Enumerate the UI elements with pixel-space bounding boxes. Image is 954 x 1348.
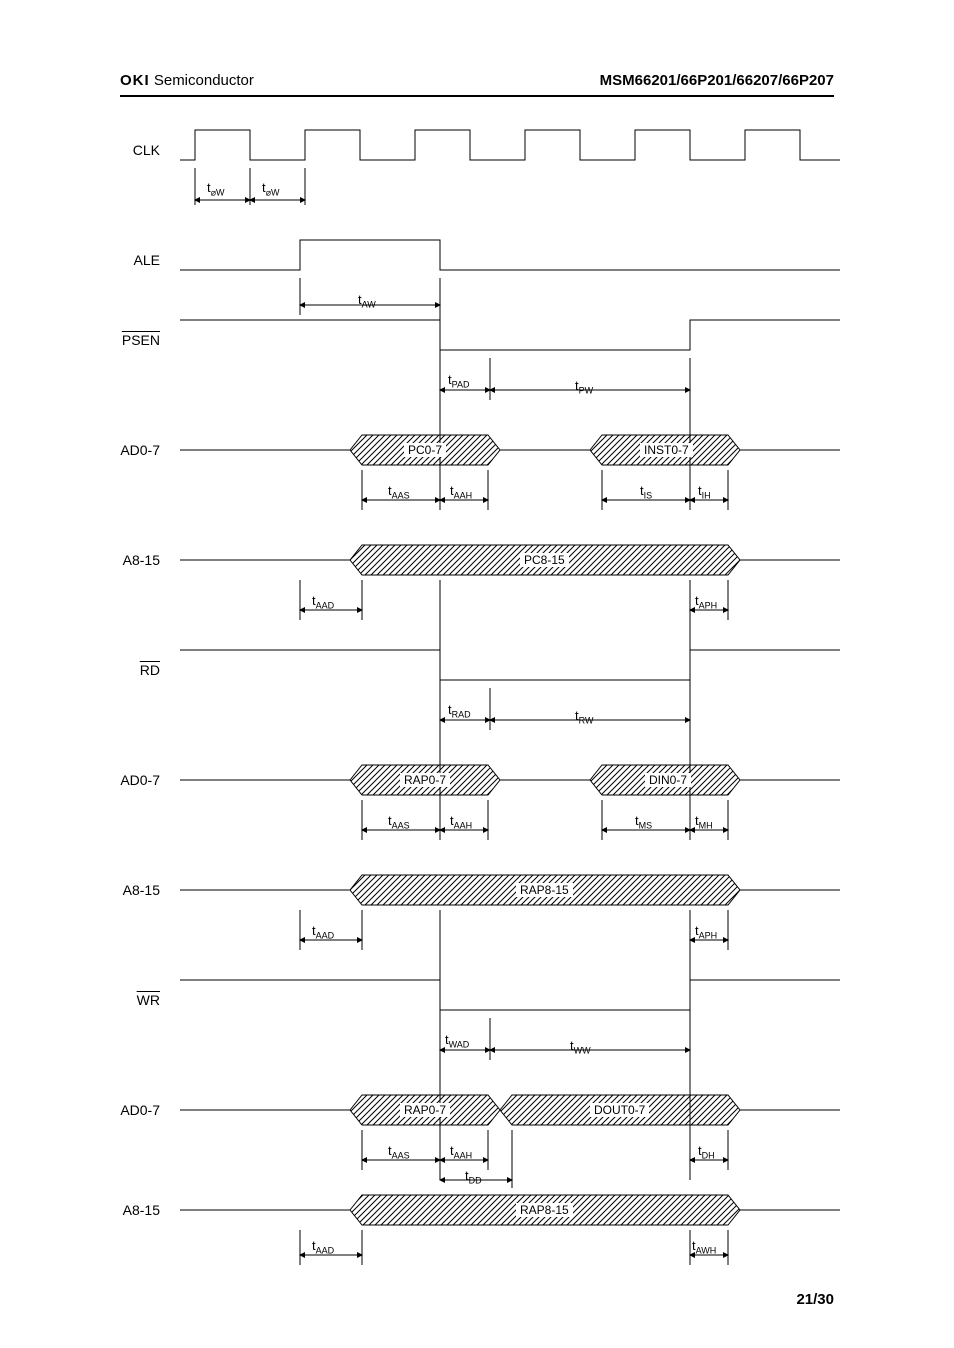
t-phiw1: t⌀W — [207, 180, 225, 199]
waveforms-svg — [100, 120, 860, 1270]
bus-rap07-1: RAP0-7 — [400, 773, 450, 787]
t-is: tIS — [640, 483, 652, 501]
bus-rap07-2: RAP0-7 — [400, 1103, 450, 1117]
page-header: OKI Semiconductor MSM66201/66P201/66207/… — [120, 72, 834, 97]
t-phiw2: t⌀W — [262, 180, 280, 199]
t-aas-1: tAAS — [388, 483, 410, 501]
t-rw: tRW — [575, 708, 593, 726]
t-dd: tDD — [465, 1168, 482, 1186]
header-left: OKI Semiconductor — [120, 72, 254, 89]
t-dh: tDH — [698, 1143, 715, 1161]
bus-pc815: PC8-15 — [520, 553, 569, 567]
t-awh: tAWH — [692, 1238, 716, 1256]
brand: OKI — [120, 72, 150, 89]
t-aah-2: tAAH — [450, 813, 472, 831]
t-aw: tAW — [358, 292, 376, 310]
t-aph-1: tAPH — [695, 593, 717, 611]
t-ms: tMS — [635, 813, 652, 831]
part-number: MSM66201/66P201/66207/66P207 — [600, 72, 834, 89]
brand-sub: Semiconductor — [154, 72, 254, 89]
t-mh: tMH — [695, 813, 713, 831]
t-pad: tPAD — [448, 372, 469, 390]
t-aah-3: tAAH — [450, 1143, 472, 1161]
page-number: 21/30 — [796, 1291, 834, 1308]
bus-dout07: DOUT0-7 — [590, 1103, 649, 1117]
bus-pc07: PC0-7 — [404, 443, 446, 457]
t-pw: tPW — [575, 378, 593, 396]
t-aad-1: tAAD — [312, 593, 334, 611]
bus-din07: DIN0-7 — [645, 773, 691, 787]
timing-diagram: CLK ALE PSEN AD0-7 A8-15 RD AD0-7 A8-15 … — [100, 120, 860, 1240]
bus-inst07: INST0-7 — [640, 443, 693, 457]
t-ww: tWW — [570, 1038, 591, 1056]
t-ih: tIH — [698, 483, 711, 501]
bus-rap815-2: RAP8-15 — [516, 1203, 573, 1217]
bus-rap815-1: RAP8-15 — [516, 883, 573, 897]
t-aas-3: tAAS — [388, 1143, 410, 1161]
t-wad: tWAD — [445, 1032, 469, 1050]
t-rad: tRAD — [448, 702, 471, 720]
t-aad-3: tAAD — [312, 1238, 334, 1256]
t-aad-2: tAAD — [312, 923, 334, 941]
t-aph-2: tAPH — [695, 923, 717, 941]
t-aas-2: tAAS — [388, 813, 410, 831]
t-aah-1: tAAH — [450, 483, 472, 501]
